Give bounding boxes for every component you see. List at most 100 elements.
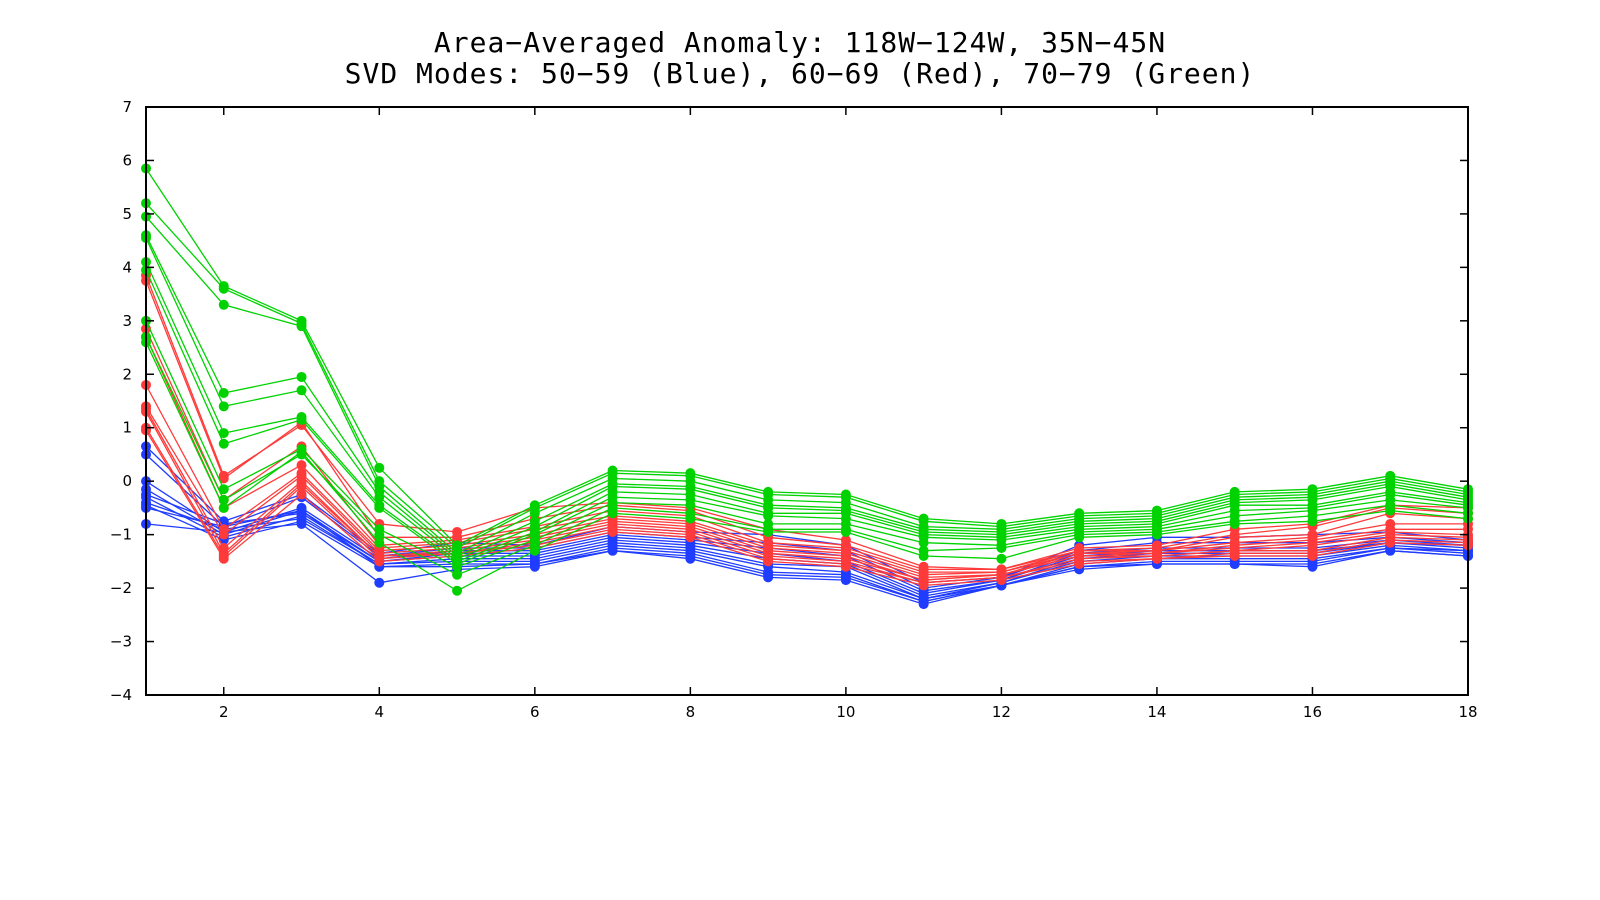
- x-tick-label: 4: [375, 703, 385, 721]
- series-line: [145, 261, 1469, 563]
- y-tick-label: 1: [122, 419, 132, 437]
- data-point: [296, 489, 307, 500]
- data-point: [996, 553, 1007, 564]
- data-point: [529, 561, 540, 572]
- data-point: [1307, 516, 1318, 527]
- data-point: [529, 508, 540, 519]
- data-point: [840, 561, 851, 572]
- series-line: [145, 504, 1469, 603]
- series-line: [145, 168, 1469, 547]
- series-line: [145, 216, 1469, 555]
- data-point: [607, 508, 618, 519]
- data-point: [374, 529, 385, 540]
- data-point: [452, 585, 463, 596]
- series-line: [145, 235, 1469, 557]
- data-point: [374, 502, 385, 513]
- series-green: [141, 337, 1473, 596]
- data-point: [607, 545, 618, 556]
- data-point: [996, 543, 1007, 553]
- x-tick-label: 2: [219, 703, 229, 721]
- series-line: [145, 320, 1469, 568]
- data-point: [996, 575, 1007, 586]
- data-point: [763, 572, 774, 583]
- series-line: [145, 408, 1469, 581]
- data-point: [685, 553, 696, 564]
- data-point: [1074, 559, 1085, 570]
- series-green: [141, 198, 1473, 553]
- data-point: [763, 526, 774, 537]
- series-line: [145, 405, 1469, 581]
- y-tick-label: 6: [122, 151, 132, 169]
- data-point: [374, 492, 385, 503]
- data-point: [296, 321, 307, 332]
- data-point: [840, 575, 851, 586]
- data-point: [218, 484, 229, 495]
- data-point: [1229, 559, 1240, 570]
- data-point: [763, 510, 774, 521]
- data-point: [218, 529, 229, 540]
- data-point: [296, 414, 307, 425]
- data-point: [296, 518, 307, 529]
- data-point: [452, 569, 463, 580]
- series-line: [145, 336, 1468, 576]
- data-point: [296, 481, 307, 492]
- data-point: [374, 537, 385, 548]
- data-point: [840, 526, 851, 537]
- series-line: [145, 275, 1469, 571]
- data-point: [296, 505, 307, 516]
- y-tick-label: −3: [110, 633, 132, 651]
- data-point: [218, 428, 229, 439]
- series-line: [145, 202, 1469, 549]
- data-point: [218, 502, 229, 513]
- series-line: [145, 501, 1469, 600]
- y-tick-label: −1: [110, 526, 132, 544]
- data-point: [918, 580, 929, 591]
- series-line: [145, 523, 1469, 605]
- x-tick-label: 18: [1458, 703, 1477, 721]
- data-point: [1385, 505, 1396, 516]
- data-point: [218, 283, 229, 294]
- series-line: [145, 454, 1469, 589]
- y-tick-label: 0: [122, 472, 132, 490]
- y-tick-label: 7: [122, 98, 132, 116]
- data-point: [1385, 537, 1396, 548]
- data-point: [218, 299, 229, 310]
- y-tick-label: 2: [122, 365, 132, 383]
- series-line: [145, 411, 1469, 584]
- data-point: [218, 553, 229, 564]
- y-tick-label: 5: [122, 205, 132, 223]
- data-point: [374, 462, 385, 473]
- data-point: [296, 446, 307, 457]
- series-line: [145, 280, 1469, 571]
- data-point: [1385, 545, 1396, 556]
- series-line: [145, 237, 1469, 560]
- plot-frame: [145, 106, 1469, 696]
- x-tick-label: 8: [686, 703, 696, 721]
- series-line: [145, 427, 1469, 584]
- x-tick-label: 10: [836, 703, 855, 721]
- data-point: [529, 545, 540, 556]
- series-line: [145, 430, 1469, 587]
- data-point: [1151, 529, 1162, 540]
- chart-title: Area−Averaged Anomaly: 118W−124W, 35N−45…: [433, 26, 1167, 59]
- data-point: [1074, 532, 1085, 543]
- data-point: [296, 371, 307, 382]
- y-tick-label: −2: [110, 579, 132, 597]
- data-point: [452, 561, 463, 572]
- data-point: [218, 387, 229, 398]
- data-point: [918, 537, 929, 548]
- x-tick-label: 6: [530, 703, 540, 721]
- series-layer: [141, 163, 1473, 610]
- series-line: [145, 384, 1468, 579]
- data-point: [685, 513, 696, 524]
- data-point: [1229, 518, 1240, 529]
- chart-subtitle: SVD Modes: 50−59 (Blue), 60−69 (Red), 70…: [344, 57, 1256, 90]
- data-point: [218, 473, 229, 484]
- y-tick-label: 4: [122, 258, 132, 276]
- data-point: [218, 401, 229, 412]
- data-point: [918, 551, 929, 562]
- data-point: [607, 526, 618, 537]
- series-line: [145, 328, 1469, 573]
- x-tick-label: 16: [1303, 703, 1322, 721]
